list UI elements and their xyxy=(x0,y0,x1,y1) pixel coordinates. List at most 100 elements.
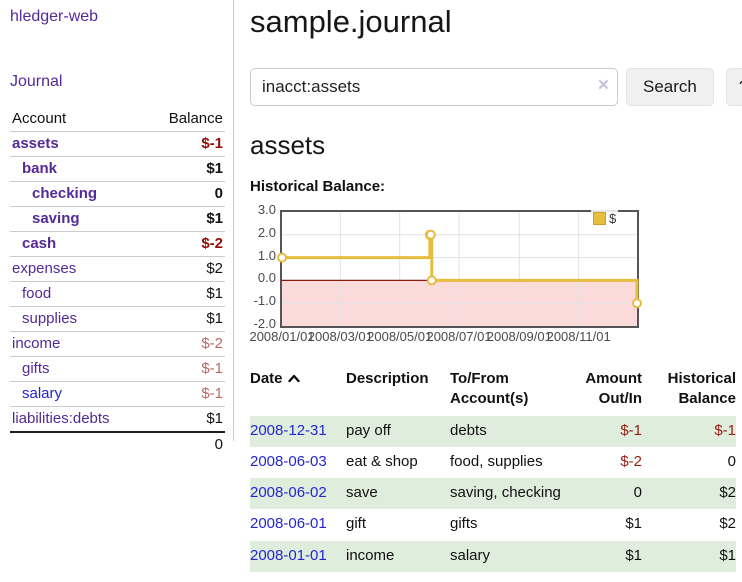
transaction-date-link[interactable]: 2008-12-31 xyxy=(250,421,327,439)
transaction-description: gift xyxy=(346,515,367,533)
account-link-liabilities-debts[interactable]: liabilities:debts xyxy=(12,410,110,427)
balance-chart: $ 3.0 2.0 1.0 0.0 -1.0 -2.0 2008/01/01 2008/03/… xyxy=(249,202,644,346)
account-row: checking 0 xyxy=(10,181,225,207)
transaction-balance: $-1 xyxy=(642,415,736,447)
search-input[interactable] xyxy=(250,68,618,106)
chart-title: Historical Balance: xyxy=(250,178,386,195)
accounts-header-balance: Balance xyxy=(168,110,223,127)
x-axis-tick-label: 2008/01/01 xyxy=(249,329,315,344)
account-link-checking[interactable]: checking xyxy=(32,185,98,202)
account-row: income $-2 xyxy=(10,331,225,357)
transaction-description: income xyxy=(346,540,450,572)
transaction-balance: $2 xyxy=(642,478,736,510)
account-link-cash[interactable]: cash xyxy=(22,235,57,252)
y-axis-tick-label: 0.0 xyxy=(257,270,276,286)
legend-label: $ xyxy=(609,211,617,226)
account-link-bank[interactable]: bank xyxy=(22,160,58,177)
x-axis-tick-label: 2008/05/01 xyxy=(367,329,433,344)
account-link-gifts[interactable]: gifts xyxy=(22,360,50,377)
clear-search-icon[interactable]: × xyxy=(597,75,609,96)
accounts-total-row: 0 xyxy=(10,431,225,457)
x-axis-tick-label: 2008/09/01 xyxy=(486,329,552,344)
transaction-date-link[interactable]: 2008-01-01 xyxy=(250,546,327,564)
sidebar-item-journal[interactable]: Journal xyxy=(10,73,63,90)
transaction-accounts: saving, checking xyxy=(450,478,562,510)
account-row: cash $-2 xyxy=(10,231,225,257)
x-axis-tick-label: 2008/03/01 xyxy=(307,329,373,344)
chart-legend: $ xyxy=(591,210,619,227)
transaction-date-cell: 2008-01-01 xyxy=(250,540,346,572)
account-row: salary $-1 xyxy=(10,381,225,407)
transaction-date-cell: 2008-06-02 xyxy=(250,478,346,510)
transaction-date-cell: 2008-06-03 xyxy=(250,447,346,478)
account-balance: $1 xyxy=(145,306,225,332)
transaction-amount: $-2 xyxy=(620,452,642,470)
transaction-accounts: gifts xyxy=(450,515,478,533)
y-axis-tick-label: 1.0 xyxy=(257,247,276,263)
search-box: × xyxy=(250,68,618,106)
transaction-row: 2008-01-01 income salary $1 $1 xyxy=(250,540,736,572)
transaction-description: pay off xyxy=(346,415,450,447)
transaction-balance: $1 xyxy=(642,540,736,572)
account-balance: $-1 xyxy=(145,356,225,382)
page-title: sample.journal xyxy=(250,4,452,39)
search-button[interactable]: Search xyxy=(626,68,714,106)
account-link-saving[interactable]: saving xyxy=(32,210,80,227)
account-balance: $-1 xyxy=(145,131,225,157)
transaction-date-link[interactable]: 2008-06-01 xyxy=(250,515,327,533)
transaction-amount: 0 xyxy=(562,478,642,510)
transaction-amount: $1 xyxy=(625,515,642,533)
account-row: expenses $2 xyxy=(10,256,225,282)
register-header-description: Description xyxy=(346,370,429,387)
account-link-assets[interactable]: assets xyxy=(12,135,59,152)
account-balance: $-1 xyxy=(145,381,225,407)
transaction-row: 2008-06-03 eat & shop food, supplies $-2 0 xyxy=(250,447,736,478)
transaction-description: eat & shop xyxy=(346,452,418,470)
y-axis-tick-label: 2.0 xyxy=(257,224,276,240)
transaction-date-cell: 2008-12-31 xyxy=(250,415,346,447)
transaction-amount: $-1 xyxy=(562,415,642,447)
transaction-accounts: salary xyxy=(450,540,562,572)
account-link-salary[interactable]: salary xyxy=(22,385,63,402)
search-form: × Search ? xyxy=(250,68,742,106)
account-row: food $1 xyxy=(10,281,225,307)
account-link-expenses[interactable]: expenses xyxy=(12,260,77,277)
brand-link[interactable]: hledger-web xyxy=(10,8,99,25)
sidebar: hledger-web Journal Account Balance asse… xyxy=(0,0,234,457)
transaction-date-link[interactable]: 2008-06-02 xyxy=(250,484,327,501)
account-row: liabilities:debts $1 xyxy=(10,406,225,432)
account-link-income[interactable]: income xyxy=(12,335,61,352)
account-row: assets $-1 xyxy=(10,131,225,157)
account-balance: $-2 xyxy=(145,331,225,357)
transaction-accounts: food, supplies xyxy=(450,452,543,470)
register-header-amount: Amount Out/In xyxy=(585,370,642,408)
transaction-date-link[interactable]: 2008-06-03 xyxy=(250,452,327,470)
account-balance: 0 xyxy=(145,181,225,207)
account-row: bank $1 xyxy=(10,156,225,182)
account-row: supplies $1 xyxy=(10,306,225,332)
account-balance: $1 xyxy=(145,406,225,432)
sort-ascending-icon xyxy=(287,369,300,389)
transaction-balance: $2 xyxy=(719,515,736,533)
register-header-balance: Historical Balance xyxy=(667,370,736,408)
legend-swatch-icon xyxy=(593,212,606,225)
transaction-accounts: debts xyxy=(450,415,562,447)
register-header-date[interactable]: Date xyxy=(250,365,346,416)
account-balance: $-2 xyxy=(145,231,225,257)
y-axis-tick-label: -1.0 xyxy=(253,293,276,309)
account-balance: $1 xyxy=(145,281,225,307)
chart-plot-area[interactable] xyxy=(277,210,642,328)
account-link-supplies[interactable]: supplies xyxy=(22,310,78,327)
y-axis-tick-label: 3.0 xyxy=(257,202,276,217)
account-row: saving $1 xyxy=(10,206,225,232)
main-content: sample.journal × Search ? assets Histori… xyxy=(234,0,742,572)
transaction-amount: $1 xyxy=(562,540,642,572)
transaction-row: 2008-06-01 gift gifts $1 $2 xyxy=(250,509,736,540)
help-button[interactable]: ? xyxy=(725,68,742,106)
account-balance: $2 xyxy=(145,256,225,282)
accounts-table: Account Balance assets $-1 bank $1 checking 0… xyxy=(10,107,225,457)
accounts-total: 0 xyxy=(145,431,225,457)
account-link-food[interactable]: food xyxy=(22,285,52,302)
x-axis-tick-label: 2008/07/01 xyxy=(426,329,492,344)
